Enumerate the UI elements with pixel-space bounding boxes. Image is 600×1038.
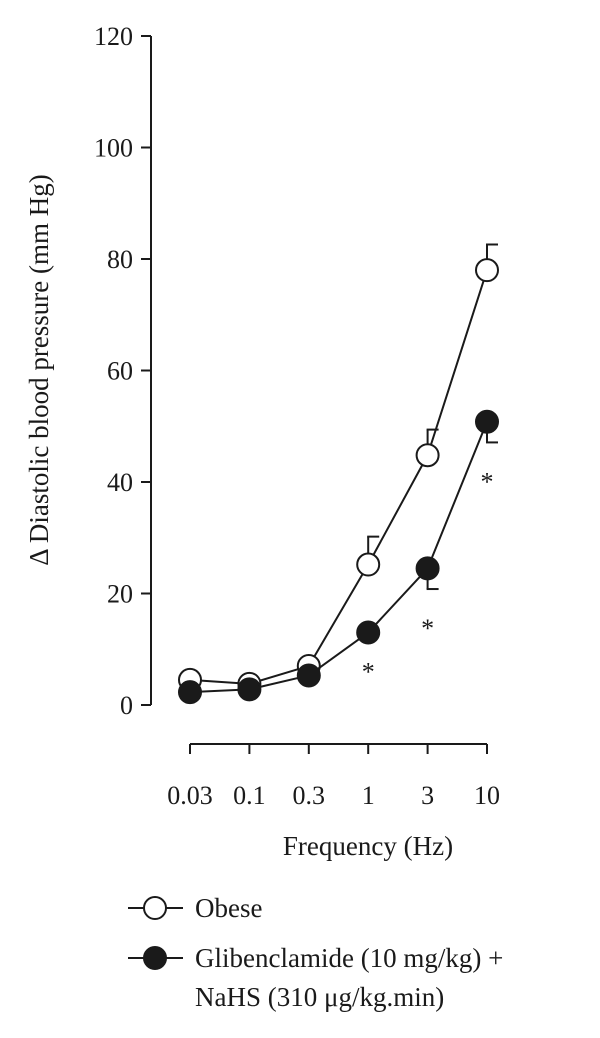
data-point-treated — [296, 663, 321, 688]
data-point-treated — [356, 620, 381, 645]
legend-marker-treated — [143, 946, 167, 970]
legend-item-obese: Obese — [128, 893, 262, 923]
y-axis: 0 20 40 60 80 100 120 — [94, 22, 152, 720]
y-tick-label: 80 — [107, 245, 133, 274]
legend: Obese Glibenclamide (10 mg/kg) + NaHS (3… — [128, 893, 503, 1012]
legend-marker-obese — [143, 896, 167, 920]
data-point-obese — [415, 443, 440, 468]
data-point-treated — [415, 556, 440, 581]
y-tick-label: 20 — [107, 580, 133, 609]
significance-asterisk: * — [421, 614, 434, 643]
y-tick-label: 40 — [107, 468, 133, 497]
x-axis: 0.03 0.1 0.3 1 3 10 — [167, 743, 500, 810]
y-tick-label: 120 — [94, 22, 133, 51]
y-tick-label: 0 — [120, 691, 133, 720]
data-point-treated — [475, 409, 499, 434]
plot-area — [178, 243, 499, 705]
legend-label-obese: Obese — [195, 893, 262, 923]
data-point-treated — [178, 680, 202, 705]
data-point-obese — [475, 258, 499, 283]
significance-markers: * * * — [362, 467, 494, 686]
series-line-treated — [189, 421, 488, 694]
legend-label-treated-line2: NaHS (310 μg/kg.min) — [195, 982, 444, 1012]
x-tick-label: 0.1 — [233, 781, 266, 810]
y-axis-title: Δ Diastolic blood pressure (mm Hg) — [24, 174, 54, 566]
significance-asterisk: * — [362, 658, 375, 687]
data-point-treated — [237, 677, 262, 702]
legend-label-treated-line1: Glibenclamide (10 mg/kg) + — [195, 943, 503, 973]
x-axis-title: Frequency (Hz) — [283, 831, 453, 861]
significance-asterisk: * — [481, 467, 494, 496]
x-tick-label: 1 — [362, 781, 375, 810]
x-tick-label: 0.03 — [167, 781, 213, 810]
x-tick-label: 0.3 — [293, 781, 326, 810]
series-line-obese — [189, 269, 488, 685]
data-point-obese — [356, 552, 381, 577]
legend-item-treated: Glibenclamide (10 mg/kg) + NaHS (310 μg/… — [128, 943, 503, 1012]
y-tick-label: 60 — [107, 357, 133, 386]
x-tick-label: 3 — [421, 781, 434, 810]
x-tick-label: 10 — [474, 781, 500, 810]
y-tick-label: 100 — [94, 134, 133, 163]
